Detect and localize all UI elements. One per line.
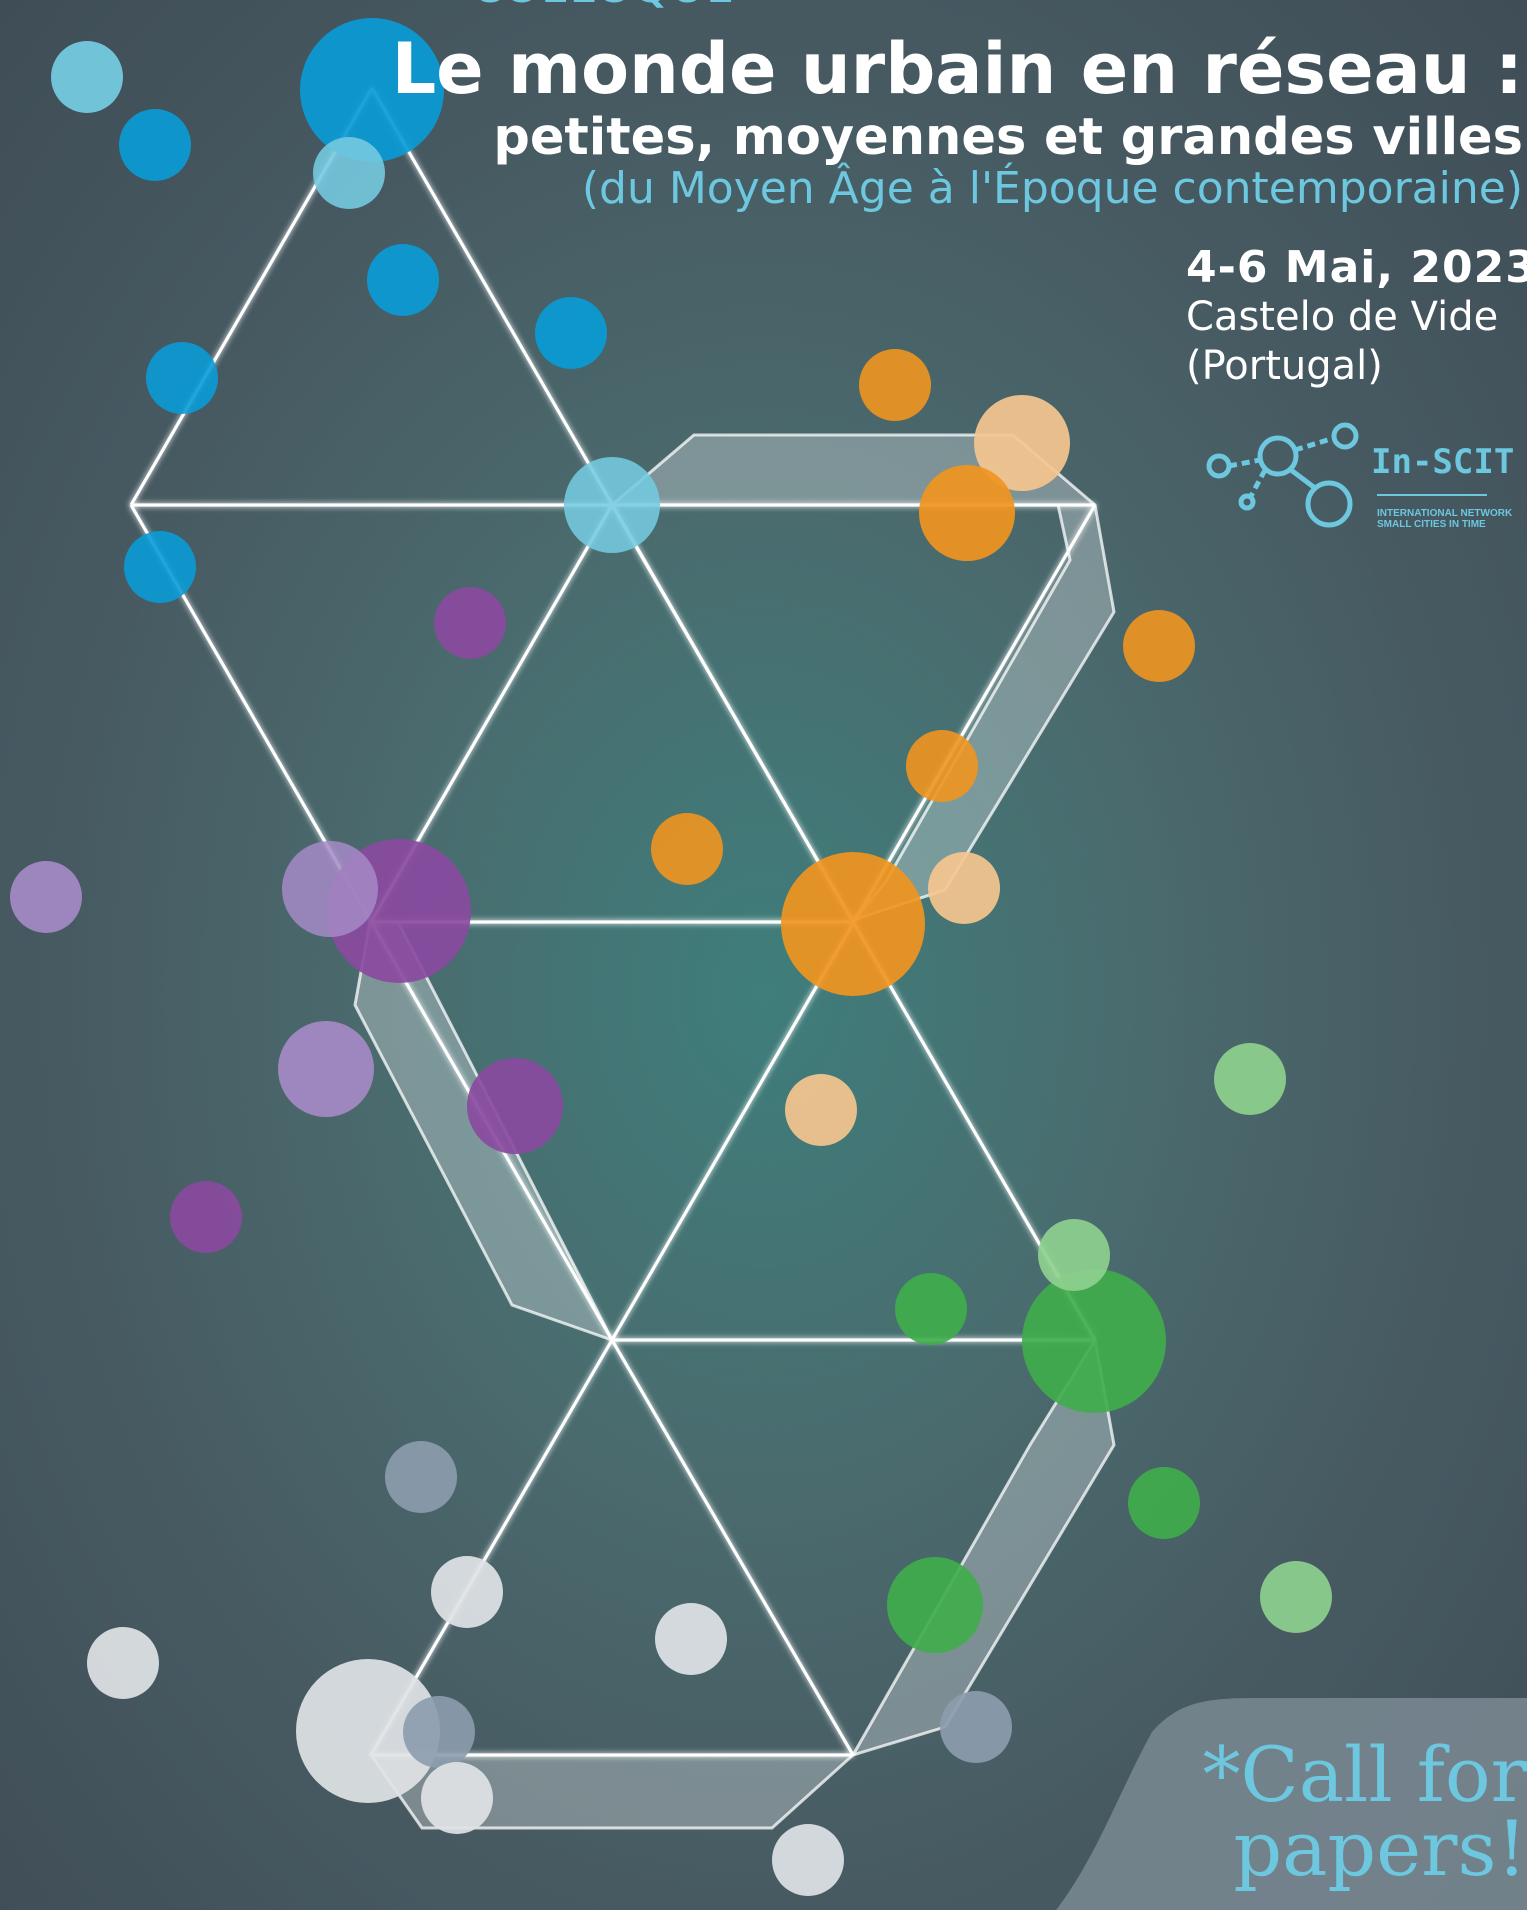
dot-green [1022,1269,1166,1413]
dot-orange [906,730,978,802]
dot-slate [940,1691,1012,1763]
in-scit-logo: In-SCIT INTERNATIONAL NETWORK SMALL CITI… [1205,418,1514,538]
call-for-papers-tab [1056,1698,1527,1910]
dot-orange [974,395,1070,491]
page-subtitle: petites, moyennes et grandes villes [493,108,1523,167]
city-dots [10,18,1332,1896]
dot-orange [1123,610,1195,682]
dot-green [1038,1219,1110,1291]
event-dates: 4-6 Mai, 2023 [1186,242,1527,293]
dot-blue [119,109,191,181]
dot-purple [10,861,82,933]
period-label: (du Moyen Âge à l'Époque contemporaine) [581,163,1523,214]
dot-blue [535,297,607,369]
dot-green [1128,1467,1200,1539]
event-country: (Portugal) [1186,343,1383,389]
page-title: Le monde urbain en réseau : [391,28,1523,110]
band-right [849,1335,1116,1758]
dot-green [1260,1561,1332,1633]
dot-slate [403,1696,475,1768]
network-logo-icon [1206,422,1359,528]
dot-white [431,1556,503,1628]
logo-subtitle: INTERNATIONAL NETWORK SMALL CITIES IN TI… [1377,508,1512,530]
dot-green [887,1557,983,1653]
call-line-2: papers! [1233,1804,1527,1893]
lattice-lines [129,87,1097,1757]
dot-orange [651,813,723,885]
dot-blue [146,342,218,414]
dot-white [772,1824,844,1896]
dot-orange [785,1074,857,1146]
dot-purple [434,587,506,659]
dot-white [87,1627,159,1699]
dot-purple [282,841,378,937]
call-for-papers: *Call for papers! [1190,1730,1527,1893]
kicker-label: COLLOQUE [472,0,737,12]
dot-white [655,1603,727,1675]
dot-purple [467,1058,563,1154]
dot-blue [564,457,660,553]
dot-blue [313,137,385,209]
dot-orange [919,465,1015,561]
dot-white [421,1762,493,1834]
logo-subtitle-line2: SMALL CITIES IN TIME [1377,519,1486,530]
call-line-1: *Call for [1202,1730,1527,1819]
dot-blue [300,18,444,162]
dot-slate [385,1441,457,1513]
dot-green [895,1273,967,1345]
dot-orange [781,852,925,996]
dot-orange [859,349,931,421]
dot-blue [124,531,196,603]
dot-blue [367,244,439,316]
logo-name: In-SCIT [1371,442,1515,482]
dot-orange [928,852,1000,924]
dot-green [1214,1043,1286,1115]
dot-blue [51,41,123,113]
dot-white [296,1659,440,1803]
dot-purple [170,1181,242,1253]
dot-purple [278,1021,374,1117]
logo-subtitle-line1: INTERNATIONAL NETWORK [1377,508,1513,519]
event-place: Castelo de Vide [1186,294,1499,340]
network-bands [353,433,1116,1830]
logo-divider [1377,494,1487,496]
